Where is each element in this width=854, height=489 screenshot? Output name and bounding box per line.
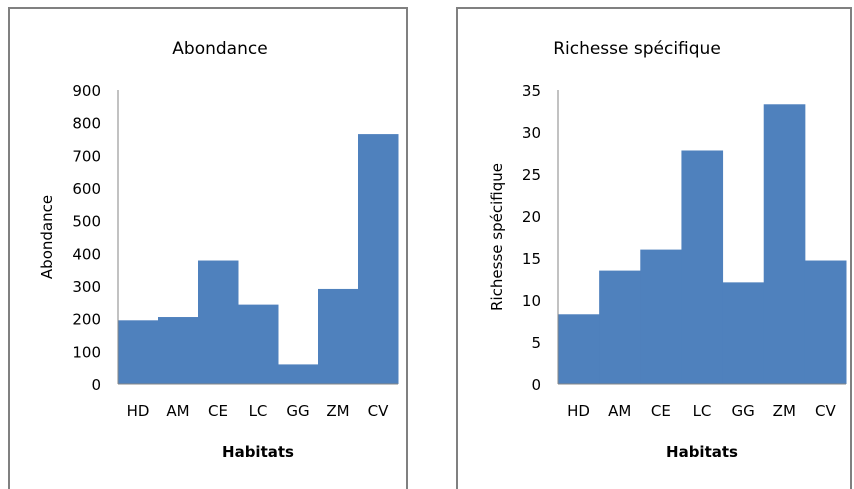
y-tick-label: 100: [72, 343, 101, 361]
y-tick-label: 25: [522, 166, 541, 184]
x-tick-label: GG: [286, 402, 309, 420]
bar-lc: [238, 304, 279, 384]
bar-am: [599, 270, 641, 384]
x-tick-label: CV: [368, 402, 389, 420]
y-axis-label: Abondance: [38, 195, 56, 279]
bars: [118, 134, 399, 384]
x-axis-label: Habitats: [666, 443, 738, 461]
y-tick-label: 30: [522, 124, 541, 142]
bar-cv: [804, 260, 847, 384]
y-tick-label: 900: [72, 82, 101, 100]
x-tick-label: CE: [208, 402, 228, 420]
y-tick-labels: 0 100 200 300 400 500 600 700 800 900: [72, 82, 101, 394]
y-tick-label: 200: [72, 311, 101, 329]
chart-title: Abondance: [172, 39, 267, 59]
y-tick-label: 700: [72, 147, 101, 165]
x-tick-label: LC: [693, 402, 712, 420]
x-tick-labels: HD AM CE LC GG ZM CV: [567, 402, 836, 420]
x-tick-label: LC: [249, 402, 268, 420]
bar-ce: [198, 260, 239, 384]
bar-zm: [318, 288, 359, 384]
bar-hd: [558, 314, 600, 384]
bars: [558, 104, 847, 384]
y-tick-labels: 0 5 10 15 20 25 30 35: [522, 82, 541, 394]
bar-cv: [358, 134, 399, 384]
y-tick-label: 35: [522, 82, 541, 100]
x-tick-label: CE: [651, 402, 671, 420]
y-tick-label: 0: [91, 376, 101, 394]
x-tick-label: AM: [608, 402, 631, 420]
bar-gg: [722, 282, 765, 384]
bar-lc: [681, 150, 724, 384]
bar-ce: [640, 249, 682, 384]
y-tick-label: 600: [72, 180, 101, 198]
x-tick-label: HD: [567, 402, 590, 420]
x-tick-label: AM: [166, 402, 189, 420]
y-tick-label: 500: [72, 213, 101, 231]
x-tick-label: ZM: [326, 402, 349, 420]
bar-hd: [118, 320, 159, 384]
chart-title: Richesse spécifique: [553, 39, 721, 59]
x-tick-label: CV: [815, 402, 836, 420]
bar-zm: [763, 104, 806, 384]
y-tick-label: 10: [522, 292, 541, 310]
x-axis-label: Habitats: [222, 443, 294, 461]
y-tick-label: 0: [531, 376, 541, 394]
bar-am: [158, 317, 199, 384]
x-tick-label: HD: [127, 402, 150, 420]
x-tick-label: GG: [732, 402, 755, 420]
bar-gg: [278, 364, 319, 384]
abondance-chart-panel: [8, 7, 408, 489]
y-tick-label: 400: [72, 245, 101, 263]
y-tick-label: 300: [72, 278, 101, 296]
y-tick-label: 5: [531, 334, 541, 352]
y-tick-label: 20: [522, 208, 541, 226]
y-tick-label: 15: [522, 250, 541, 268]
y-axis-label: Richesse spécifique: [488, 163, 506, 311]
x-tick-labels: HD AM CE LC GG ZM CV: [127, 402, 390, 420]
x-tick-label: ZM: [773, 402, 796, 420]
y-tick-label: 800: [72, 115, 101, 133]
